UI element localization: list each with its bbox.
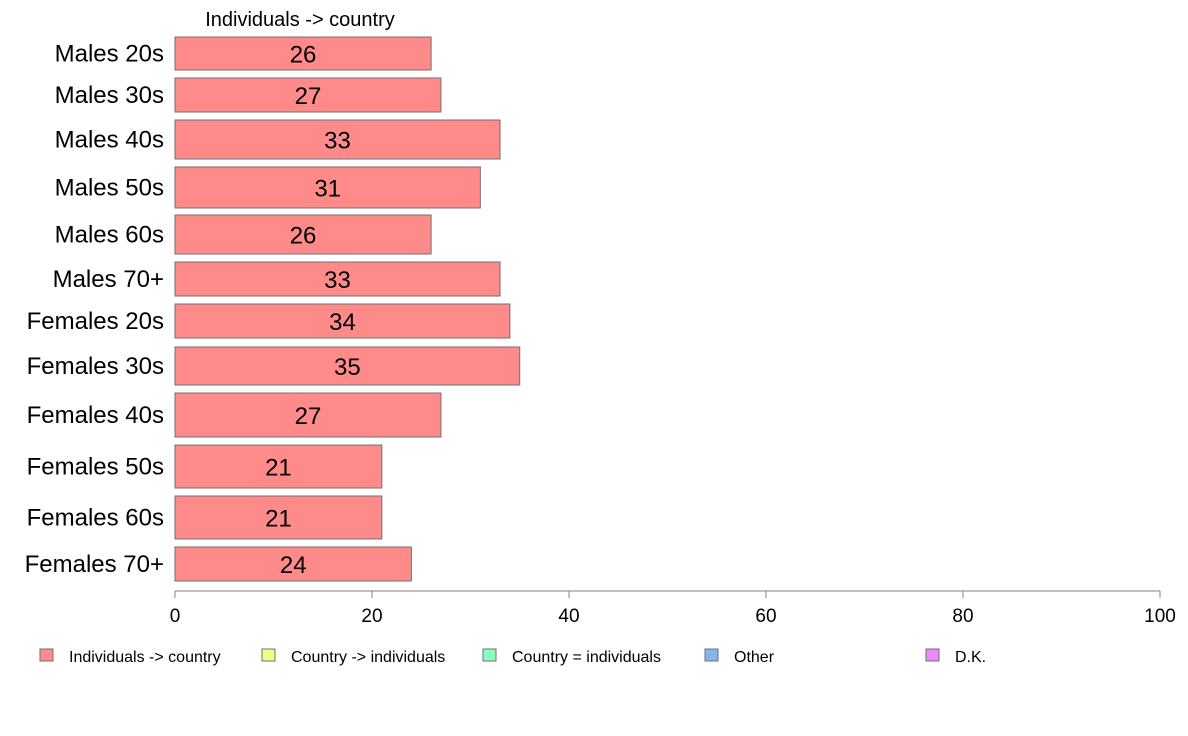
bar <box>174 166 481 209</box>
value-label: 21 <box>265 455 292 482</box>
bar <box>174 495 383 540</box>
category-label: Females 20s <box>27 308 164 335</box>
category-label: Females 40s <box>27 402 164 429</box>
legend-label: D.K. <box>955 649 986 666</box>
value-label: 21 <box>265 506 292 533</box>
category-label: Females 30s <box>27 353 164 380</box>
category-label: Males 60s <box>55 222 164 249</box>
bar <box>174 392 442 438</box>
category-label: Males 30s <box>55 82 164 109</box>
x-tick-label: 80 <box>952 606 973 627</box>
category-label: Females 50s <box>27 454 164 481</box>
legend-label: Other <box>734 649 775 666</box>
bar <box>174 214 432 255</box>
legend-swatch <box>261 648 276 662</box>
bar <box>174 303 511 339</box>
value-label: 31 <box>314 176 341 203</box>
value-label: 35 <box>334 354 361 381</box>
category-label: Males 70+ <box>53 266 164 293</box>
bars-group: Males 20s 26 Males 30s 27 Males 40s 33 Males 5… <box>25 36 521 582</box>
bar <box>174 444 383 489</box>
category-label: Males 20s <box>55 41 164 68</box>
category-label: Females 60s <box>27 505 164 532</box>
legend-swatch <box>925 648 940 662</box>
bar <box>174 546 412 582</box>
column-title: Individuals -> country <box>205 9 395 31</box>
x-axis: 0 20 40 60 80 100 <box>170 590 1176 627</box>
category-label: Males 40s <box>55 127 164 154</box>
bar <box>174 346 521 386</box>
value-label: 33 <box>324 267 351 294</box>
bar <box>174 77 442 113</box>
x-tick-label: 40 <box>558 606 579 627</box>
legend-swatch <box>39 648 54 662</box>
x-tick-label: 20 <box>361 606 382 627</box>
legend-label: Country = individuals <box>512 649 661 666</box>
value-label: 27 <box>295 403 322 430</box>
bar <box>174 119 501 160</box>
legend-label: Country -> individuals <box>291 649 445 666</box>
value-label: 26 <box>290 223 317 250</box>
legend: Individuals -> country Country -> individ… <box>39 648 986 666</box>
x-tick-label: 100 <box>1144 606 1176 627</box>
x-tick-label: 0 <box>170 606 181 627</box>
value-label: 24 <box>280 552 307 579</box>
value-label: 34 <box>329 309 356 336</box>
category-label: Males 50s <box>55 175 164 202</box>
category-label: Females 70+ <box>25 551 164 578</box>
value-label: 33 <box>324 128 351 155</box>
legend-label: Individuals -> country <box>69 649 221 666</box>
value-label: 27 <box>295 83 322 110</box>
x-tick-label: 60 <box>755 606 776 627</box>
bar <box>174 36 432 71</box>
bar <box>174 261 501 297</box>
value-label: 26 <box>290 42 317 69</box>
legend-swatch <box>704 648 719 662</box>
legend-swatch <box>482 648 497 662</box>
